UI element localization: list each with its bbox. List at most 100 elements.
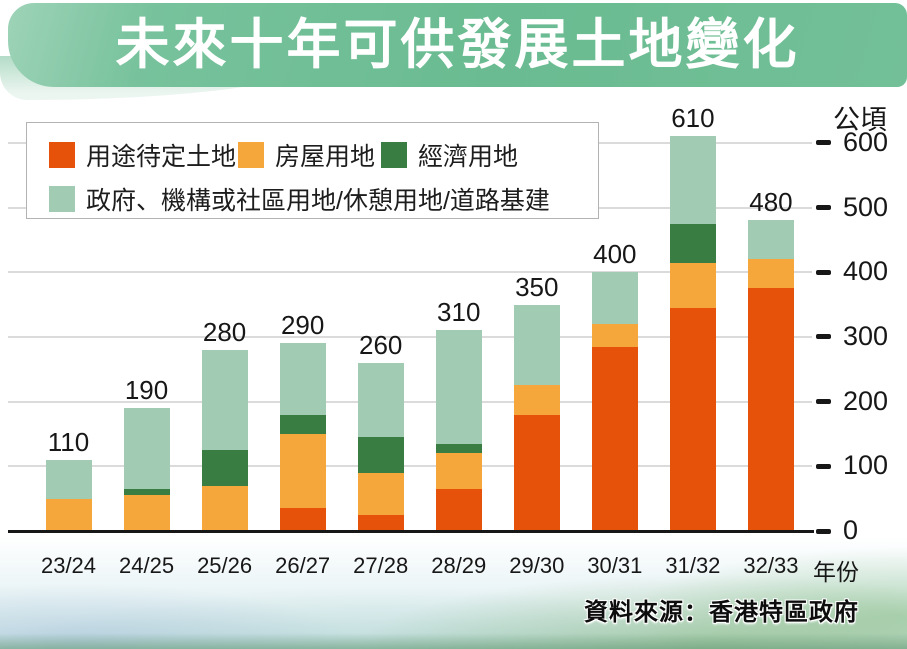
- bar-total-label: 290: [280, 310, 325, 341]
- bar-29-30: [513, 304, 560, 531]
- gridline-400: [8, 271, 812, 274]
- legend-swatch-undetermined: [49, 142, 75, 168]
- x-tick-label-28-29: 28/29: [431, 553, 487, 578]
- bar-segment-gic: [513, 304, 560, 386]
- y-tick-dash-600: [816, 140, 831, 146]
- x-tick-label-29-30: 29/30: [509, 553, 565, 578]
- bar-28-29: [435, 330, 482, 531]
- bar-segment-undetermined: [435, 488, 482, 531]
- bar-25-26: [201, 349, 248, 531]
- bar-segment-housing: [591, 323, 638, 347]
- source-credit: 資料來源：香港特區政府: [584, 599, 859, 626]
- bar-segment-housing: [513, 385, 560, 415]
- bar-32-33: [747, 220, 794, 531]
- bar-total-label: 280: [202, 316, 247, 347]
- gridline-200: [8, 400, 812, 403]
- bar-31-32: [669, 136, 716, 531]
- bar-total-label: 260: [358, 329, 403, 360]
- legend-item-housing: 房屋用地: [238, 137, 375, 173]
- bar-total-label: 610: [671, 103, 715, 134]
- bar-segment-undetermined: [747, 288, 794, 531]
- x-tick-label-25-26: 25/26: [197, 553, 253, 578]
- bar-segment-economic: [669, 223, 716, 263]
- bar-segment-gic: [123, 408, 170, 489]
- y-tick-label-600: 600: [843, 126, 889, 157]
- bar-total-label: 190: [124, 375, 169, 406]
- bar-segment-undetermined: [513, 414, 560, 531]
- legend-item-undetermined: 用途待定土地: [49, 137, 236, 173]
- x-axis-title: 年份: [813, 559, 859, 585]
- legend-swatch-gic: [49, 186, 75, 212]
- y-axis-unit-label: 公頃: [833, 105, 887, 135]
- y-tick-label-200: 200: [843, 385, 889, 416]
- bar-segment-housing: [279, 433, 326, 509]
- bar-26-27: [279, 343, 326, 531]
- legend-item-gic: 政府、機構或社區用地/休憩用地/道路基建: [49, 181, 550, 217]
- page-title: 未來十年可供發展土地變化: [115, 15, 800, 75]
- legend-swatch-economic: [381, 142, 407, 168]
- legend-label-housing: 房屋用地: [275, 143, 376, 171]
- x-tick-label-24-25: 24/25: [119, 553, 175, 578]
- y-tick-label-400: 400: [843, 256, 889, 287]
- bar-segment-gic: [435, 330, 482, 444]
- legend-item-economic: 經濟用地: [381, 137, 518, 173]
- y-tick-dash-100: [816, 463, 831, 469]
- bar-segment-undetermined: [669, 307, 716, 531]
- bar-segment-undetermined: [279, 508, 326, 531]
- bar-23-24: [45, 459, 92, 531]
- bar-segment-undetermined: [591, 346, 638, 531]
- x-tick-label-27-28: 27/28: [353, 553, 409, 578]
- y-tick-label-100: 100: [843, 450, 889, 481]
- bar-segment-gic: [201, 349, 248, 451]
- bar-segment-economic: [357, 437, 404, 473]
- bar-27-28: [357, 362, 404, 531]
- bar-segment-housing: [45, 498, 92, 531]
- legend-label-undetermined: 用途待定土地: [86, 143, 237, 171]
- y-tick-dash-300: [816, 334, 831, 340]
- bar-segment-housing: [357, 472, 404, 515]
- legend: 用途待定土地 房屋用地 經濟用地政府、機構或社區用地/休憩用地/道路基建: [26, 122, 599, 219]
- bar-segment-economic: [201, 450, 248, 486]
- y-tick-dash-0: [816, 528, 831, 534]
- bar-segment-housing: [123, 495, 170, 531]
- x-tick-label-30-31: 30/31: [587, 553, 643, 578]
- bar-segment-gic: [45, 459, 92, 499]
- bar-segment-housing: [435, 453, 482, 489]
- bar-total-label: 480: [749, 187, 793, 218]
- bar-total-label: 350: [515, 271, 559, 302]
- bar-segment-gic: [669, 136, 716, 224]
- bar-segment-gic: [357, 362, 404, 438]
- y-tick-dash-200: [816, 399, 831, 405]
- title-banner: 未來十年可供發展土地變化: [8, 3, 907, 87]
- bar-total-label: 310: [437, 297, 481, 328]
- bar-segment-gic: [591, 272, 638, 324]
- bar-segment-economic: [123, 488, 170, 496]
- legend-swatch-housing: [238, 142, 264, 168]
- x-tick-label-32-33: 32/33: [743, 553, 799, 578]
- y-tick-label-500: 500: [843, 191, 889, 222]
- bar-segment-housing: [747, 259, 794, 289]
- bar-segment-gic: [279, 343, 326, 415]
- bar-segment-housing: [669, 262, 716, 308]
- bar-total-label: 400: [593, 239, 637, 270]
- x-tick-label-23-24: 23/24: [40, 553, 97, 578]
- y-tick-label-300: 300: [843, 320, 889, 351]
- y-tick-label-0: 0: [843, 514, 859, 545]
- bar-total-label: 110: [47, 426, 90, 457]
- y-tick-dash-400: [816, 269, 831, 275]
- bar-segment-housing: [201, 485, 248, 531]
- legend-label-gic: 政府、機構或社區用地/休憩用地/道路基建: [86, 187, 550, 215]
- x-tick-label-26-27: 26/27: [275, 553, 331, 578]
- bar-segment-economic: [435, 443, 482, 454]
- x-axis-line: [8, 530, 814, 533]
- bar-segment-economic: [279, 414, 326, 434]
- y-tick-dash-500: [816, 205, 831, 210]
- gridline-100: [8, 465, 812, 468]
- bar-segment-gic: [747, 220, 794, 260]
- bar-30-31: [591, 272, 638, 531]
- bar-24-25: [123, 408, 170, 531]
- background-landscape-photo: [0, 536, 907, 649]
- bar-segment-undetermined: [357, 514, 404, 531]
- gridline-300: [8, 335, 812, 338]
